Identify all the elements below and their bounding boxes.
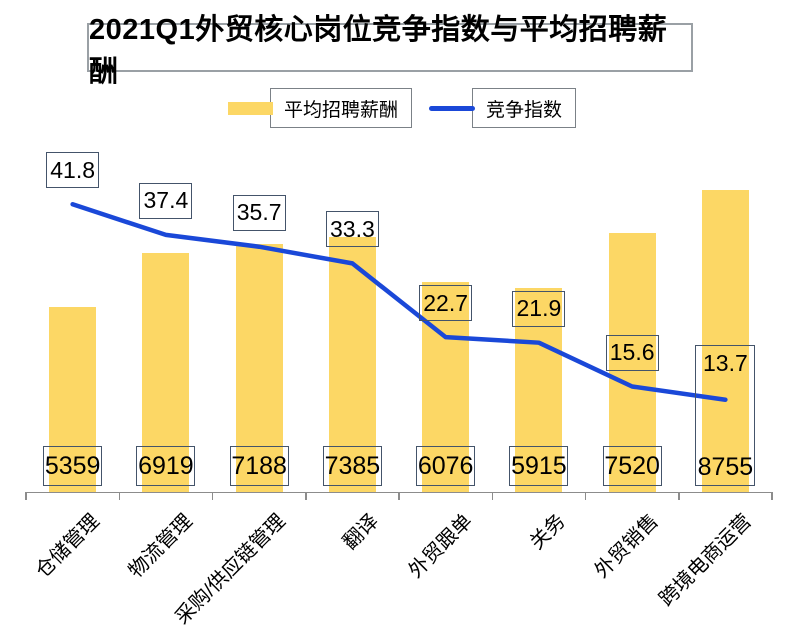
line-value-text: 13.7 bbox=[702, 349, 748, 376]
bar-value-label: 7385 bbox=[322, 446, 382, 486]
bar-value-label: 7188 bbox=[229, 446, 289, 486]
bar-value-label: 5359 bbox=[43, 446, 103, 486]
legend-label-index: 竞争指数 bbox=[472, 88, 577, 128]
bar-value-text: 7520 bbox=[604, 451, 660, 480]
legend-item-salary: 平均招聘薪酬 bbox=[227, 88, 412, 128]
line-value-label: 41.8 bbox=[46, 152, 100, 189]
x-axis-tick bbox=[678, 492, 680, 500]
x-axis-tick bbox=[25, 492, 27, 500]
line-value-text: 35.7 bbox=[236, 199, 282, 226]
bar-value-text: 6076 bbox=[417, 451, 474, 480]
x-axis-tick bbox=[398, 492, 400, 500]
line-value-label: 15.6 bbox=[605, 334, 659, 371]
bar-value-label: 7520 bbox=[602, 446, 662, 486]
chart-title: 2021Q1外贸核心岗位竞争指数与平均招聘薪酬 bbox=[89, 13, 668, 88]
line-value-label: 35.7 bbox=[232, 194, 286, 231]
line-value-text: 33.3 bbox=[329, 215, 375, 242]
bar-legend-swatch bbox=[227, 101, 273, 115]
line-value-label: 21.9 bbox=[512, 290, 566, 327]
line-value-text: 37.4 bbox=[143, 187, 189, 214]
bar-value-label: 6919 bbox=[136, 446, 196, 486]
bar-value-text: 5915 bbox=[511, 451, 567, 480]
legend-item-index: 竞争指数 bbox=[429, 88, 577, 128]
bar-value-text: 7385 bbox=[324, 451, 381, 480]
line-legend-swatch bbox=[429, 105, 475, 111]
line-value-label: 33.3 bbox=[325, 211, 379, 248]
line-value-label: 22.7 bbox=[419, 285, 473, 322]
line-value-text: 41.8 bbox=[50, 156, 95, 183]
line-value-text: 21.9 bbox=[516, 295, 562, 322]
bar-value-text: 8755 bbox=[697, 452, 754, 481]
x-axis-tick bbox=[118, 492, 120, 500]
line-value-text: 22.7 bbox=[423, 289, 468, 316]
line-value-text: 15.6 bbox=[609, 339, 655, 365]
bar-value-text: 5359 bbox=[44, 451, 101, 480]
legend-label-salary: 平均招聘薪酬 bbox=[269, 88, 412, 128]
x-axis-tick bbox=[491, 492, 493, 500]
x-axis-tick bbox=[584, 492, 587, 500]
legend: 平均招聘薪酬 竞争指数 bbox=[0, 88, 788, 128]
x-axis-tick bbox=[211, 492, 214, 500]
x-axis-tick bbox=[305, 492, 307, 500]
bar-value-label: 5915 bbox=[509, 446, 569, 486]
x-axis-tick bbox=[771, 492, 773, 500]
bar-value-text: 7188 bbox=[231, 451, 287, 480]
line-value-label: 37.4 bbox=[139, 182, 193, 219]
bar-value-text: 6919 bbox=[138, 451, 194, 480]
bar-value-label: 6076 bbox=[416, 446, 476, 486]
chart-title-box: 2021Q1外贸核心岗位竞争指数与平均招聘薪酬 bbox=[87, 14, 693, 88]
merged-value-label: 13.7 8755 bbox=[695, 344, 756, 486]
